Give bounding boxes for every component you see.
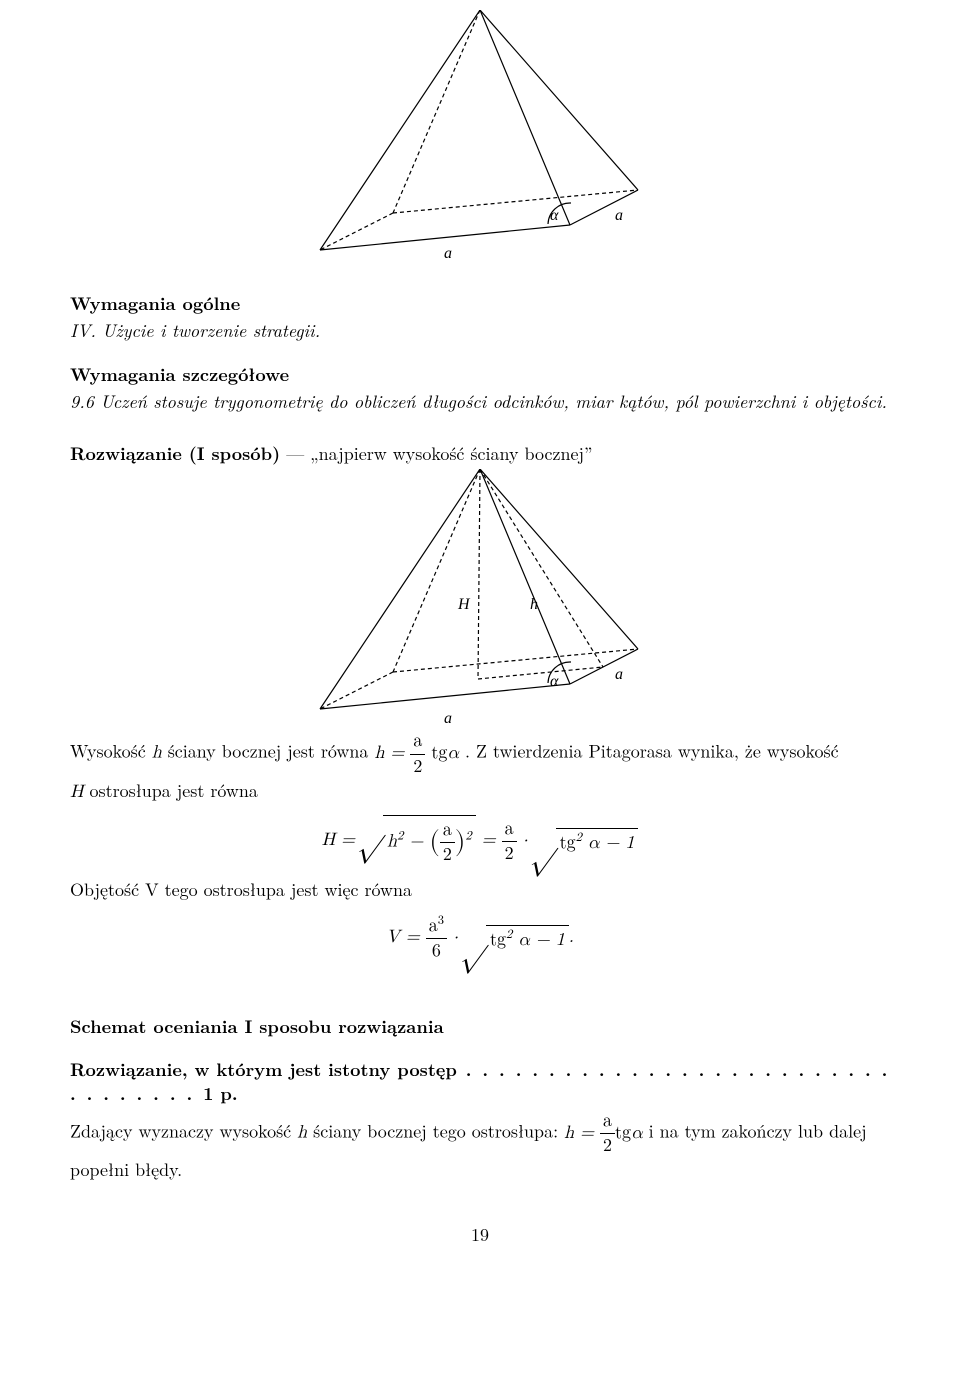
progress-line: Rozwiązanie, w którym jest istotny postę… [70, 1058, 890, 1107]
fig2-label-a-front: a [444, 710, 452, 727]
formula-V-block: V = a3 6 · √ tg2 α − 1 . [70, 914, 890, 964]
scheme-title: Schemat oceniania I sposobu rozwiązania [70, 1015, 890, 1039]
fn-tg2: tg [560, 834, 576, 852]
progress-points: 1 p. [203, 1081, 238, 1106]
text-V-line: Objętość V tego ostrosłupa jest więc rów… [70, 878, 890, 902]
figure-2-wrap: a a α H h [70, 469, 890, 727]
fig2-label-H: H [457, 596, 471, 613]
page-number: 19 [70, 1223, 890, 1247]
var-H: H [322, 831, 336, 849]
text-general-line: IV. Użycie i tworzenie strategii. [70, 319, 890, 343]
text-h-prefix: Wysokość [70, 739, 152, 764]
solution-label: Rozwiązanie (I sposób) [70, 441, 280, 466]
figure-1: a a α [315, 10, 645, 260]
den-2b: 2 [440, 842, 455, 867]
progress-label: Rozwiązanie, w którym jest istotny postę… [70, 1057, 457, 1082]
formula-H-block: H = √ h2 − ( a 2 )2 = a 2 · √ [70, 815, 890, 868]
V-num-a: a [429, 917, 438, 935]
a-sym: a [440, 818, 455, 842]
page-container: a a α Wymagania ogólne IV. Użycie i twor… [0, 0, 960, 1287]
solution-subtitle: — „najpierw wysokość ściany bocznej” [286, 441, 592, 466]
var-h: h [374, 744, 384, 762]
V-den-6: 6 [426, 938, 447, 963]
text-h-mid1: ściany bocznej jest równa [162, 739, 375, 764]
frac-den-2: 2 [410, 754, 425, 779]
text-h-line: Wysokość h ściany bocznej jest równa h =… [70, 729, 890, 804]
one1: 1 [625, 834, 634, 852]
heading-detail: Wymagania szczegółowe [70, 363, 890, 387]
den-2c: 2 [502, 841, 517, 866]
formula-h-inline-2: h = a2tgα [564, 1124, 649, 1142]
var-V: V [386, 928, 400, 946]
exp-2c: 2 [576, 832, 582, 844]
fig1-label-a-right: a [615, 207, 623, 224]
a-sym2: a [502, 817, 517, 841]
text-detail-line: 9.6 Uczeń stosuje trygonometrię do oblic… [70, 390, 890, 414]
progress-text-mid: ściany bocznej tego ostrosłupa: [307, 1119, 564, 1144]
alpha2: α [588, 834, 600, 852]
alpha3: α [518, 931, 530, 949]
heading-general: Wymagania ogólne [70, 292, 890, 316]
arg-alpha: α [447, 744, 459, 762]
text-h-mid2: . Z twierdzenia Pitagorasa wynika, że wy… [465, 739, 839, 764]
solution-heading: Rozwiązanie (I sposób) — „najpierw wysok… [70, 442, 890, 466]
figure-1-wrap: a a α [70, 10, 890, 260]
one2: 1 [556, 931, 565, 949]
fig2-label-a-right: a [615, 666, 623, 683]
figure-2: a a α H h [315, 469, 645, 727]
text-H-prefix: ostrosłupa jest równa [84, 778, 258, 803]
frac-num-a: a [410, 729, 425, 753]
exp-2a: 2 [397, 831, 403, 843]
progress-text-prefix: Zdający wyznaczy wysokość [70, 1119, 297, 1144]
formula-h-inline: h = a 2 tgα [374, 744, 465, 762]
progress-text: Zdający wyznaczy wysokość h ściany boczn… [70, 1109, 890, 1183]
fig2-label-alpha: α [550, 673, 559, 690]
exp-3: 3 [438, 915, 444, 927]
fig1-label-a-front: a [444, 245, 452, 260]
fn-tg: tg [431, 744, 447, 762]
fig1-label-alpha: α [550, 207, 559, 224]
fig2-label-h: h [530, 596, 538, 613]
fn-tg3: tg [490, 931, 506, 949]
exp-2b: 2 [465, 831, 471, 843]
